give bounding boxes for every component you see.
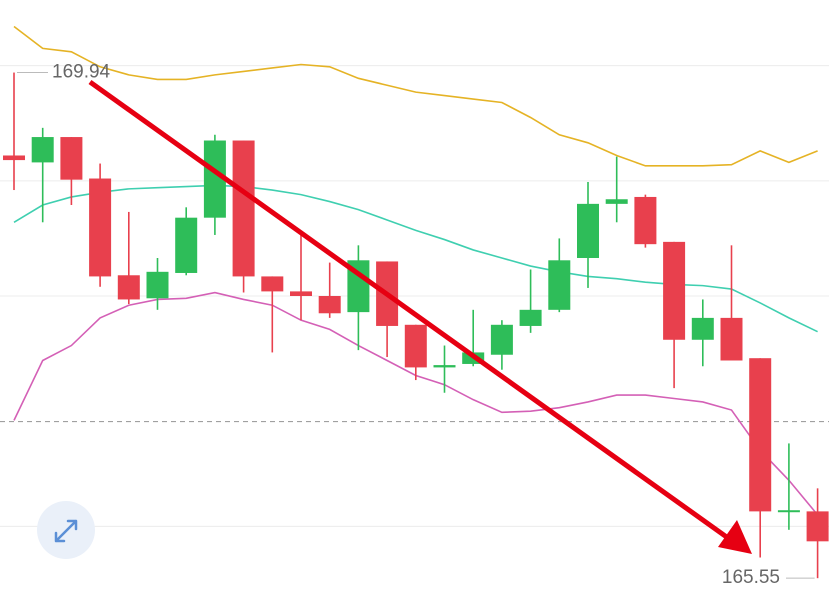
candle-body <box>634 196 657 245</box>
arrow-shaft <box>88 79 730 541</box>
candle-body <box>433 365 456 368</box>
candle-body <box>404 324 427 368</box>
candle-body <box>777 510 800 513</box>
expand-button[interactable] <box>37 501 95 559</box>
candle-body <box>605 199 628 204</box>
candle-body <box>318 296 341 314</box>
candle-body <box>232 140 255 277</box>
candle-body <box>117 275 140 300</box>
candle-body <box>146 271 169 299</box>
candle-body <box>691 317 714 340</box>
candle-body <box>290 291 312 296</box>
candle-body <box>3 155 25 161</box>
low-label: 165.55 <box>722 567 780 588</box>
candle-body <box>490 324 513 355</box>
candle-body <box>548 260 571 310</box>
candle-body <box>577 203 599 258</box>
band-line <box>13 25 818 167</box>
candle-layer <box>3 72 829 579</box>
band-layer <box>13 25 819 516</box>
candle-body <box>89 178 112 277</box>
candle-body <box>806 511 829 542</box>
candle-body <box>31 137 54 163</box>
candle-body <box>749 358 772 512</box>
candle-body <box>60 137 83 180</box>
candle-body <box>203 140 226 218</box>
label-layer: 169.94 165.55 <box>17 62 815 588</box>
candle-body <box>261 276 284 292</box>
arrow-head <box>718 520 752 554</box>
band-line <box>13 184 818 333</box>
candle-body <box>720 317 743 361</box>
expand-icon[interactable] <box>54 519 78 543</box>
high-label: 169.94 <box>52 62 111 83</box>
trend-arrow <box>88 79 752 554</box>
candle-body <box>663 241 686 340</box>
candle-body <box>519 309 542 326</box>
candle-body <box>347 260 370 313</box>
candle-body <box>175 217 198 273</box>
